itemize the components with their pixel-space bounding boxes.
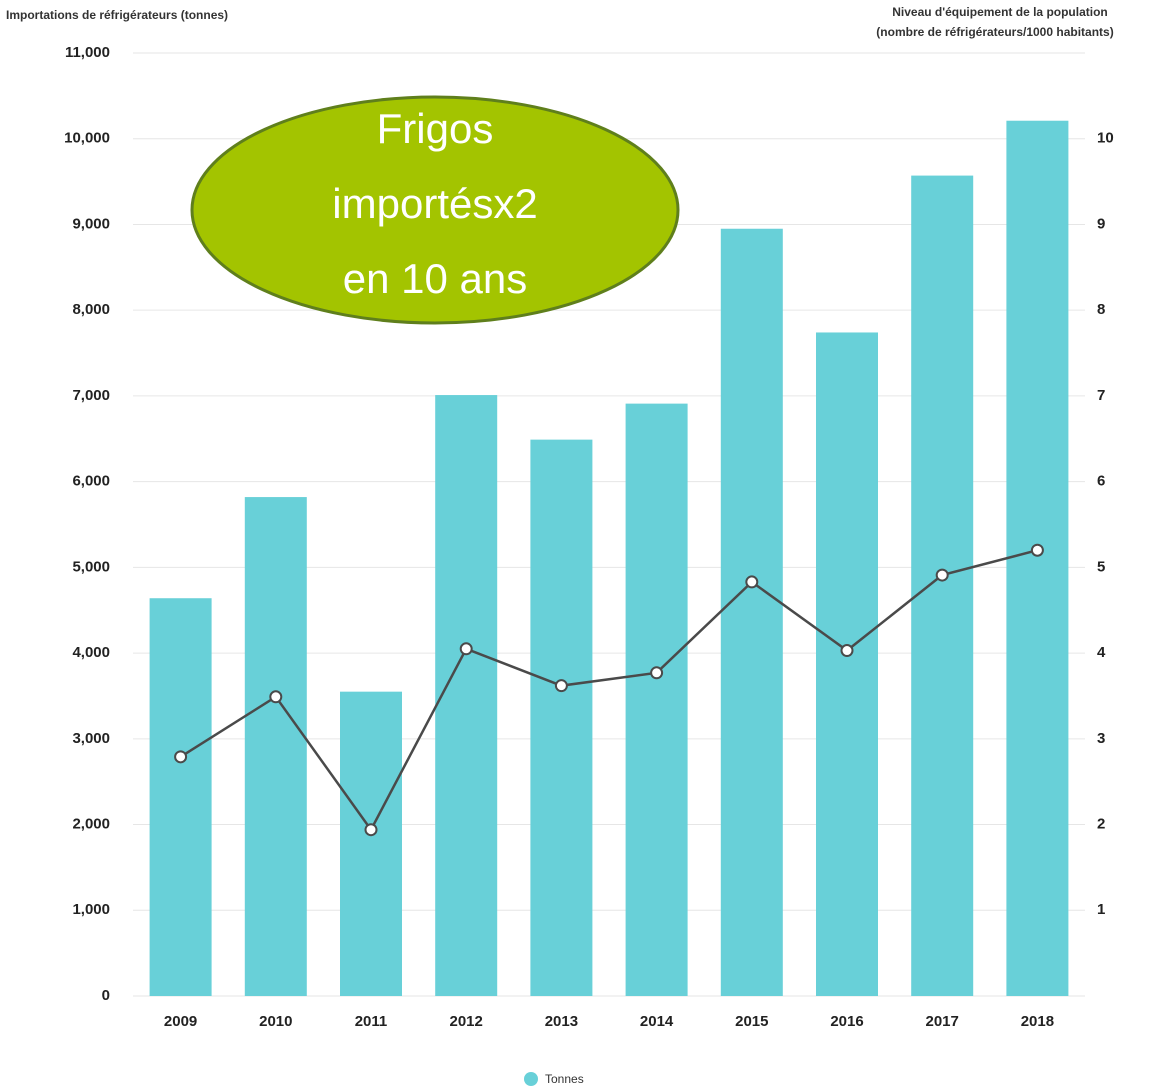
bar (816, 332, 878, 996)
y-tick-label: 1,000 (72, 901, 110, 918)
y2-tick-label: 6 (1097, 473, 1105, 490)
line (179, 549, 1038, 833)
y-tick-label: 10,000 (64, 130, 110, 147)
y2-tick-label: 10 (1097, 130, 1114, 147)
bar (340, 691, 402, 996)
bar (244, 497, 307, 996)
line-point (1030, 543, 1044, 557)
x-tick-label: 2011 (355, 1013, 388, 1030)
x-tick-label: 2010 (259, 1013, 292, 1030)
y2-tick-label: 5 (1097, 558, 1105, 575)
x-tick-label: 2009 (164, 1013, 197, 1030)
x-tick-label: 2018 (1021, 1013, 1054, 1030)
annotation-bubble (190, 95, 680, 325)
annotation-text: Frigos (377, 105, 494, 152)
line-point (174, 750, 188, 764)
y-tick-label: 11,000 (65, 44, 110, 61)
y-tick-label: 2,000 (72, 816, 110, 833)
y-tick-label: 7,000 (72, 387, 110, 404)
line-point (745, 575, 759, 589)
bar (149, 598, 212, 996)
x-tick-label: 2016 (830, 1013, 863, 1030)
annotation-text: en 10 ans (343, 255, 528, 302)
line-point (840, 644, 854, 658)
y-tick-label: 8,000 (72, 301, 110, 318)
y2-tick-label: 9 (1097, 215, 1105, 232)
y-axis-title: Importations de réfrigérateurs (tonnes) (6, 8, 228, 22)
x-tick-label: 2015 (735, 1013, 768, 1030)
y-tick-label: 3,000 (72, 730, 110, 747)
legend-marker (524, 1072, 538, 1086)
bar (1006, 120, 1069, 996)
line-point (935, 568, 949, 582)
y-tick-label: 4,000 (72, 644, 110, 661)
x-tick-label: 2014 (640, 1013, 674, 1030)
bar (530, 439, 593, 996)
y2-tick-label: 2 (1097, 816, 1105, 833)
x-tick-label: 2013 (545, 1013, 578, 1030)
line-point (364, 823, 378, 837)
y2-axis-title: Niveau d'équipement de la population (892, 5, 1108, 19)
y2-tick-label: 4 (1097, 644, 1106, 661)
x-tick-label: 2012 (450, 1013, 483, 1030)
line-point (459, 642, 473, 656)
line-point (269, 690, 283, 704)
y-tick-label: 6,000 (72, 473, 110, 490)
y-tick-label: 9,000 (72, 215, 110, 232)
y2-tick-label: 3 (1097, 730, 1105, 747)
legend-label: Tonnes (545, 1072, 584, 1086)
y2-tick-label: 8 (1097, 301, 1105, 318)
y-tick-label: 5,000 (72, 558, 110, 575)
y2-tick-label: 1 (1097, 901, 1105, 918)
bar (435, 395, 498, 996)
bar (911, 175, 974, 997)
line-point (554, 679, 568, 693)
y2-tick-label: 7 (1097, 387, 1105, 404)
annotation-text: importésx2 (332, 180, 537, 227)
y-tick-label: 0 (102, 987, 110, 1004)
x-tick-label: 2017 (926, 1013, 959, 1030)
y2-axis-title: (nombre de réfrigérateurs/1000 habitants… (876, 25, 1113, 39)
bar (625, 403, 688, 997)
line-point (650, 666, 664, 680)
bar (720, 228, 783, 996)
